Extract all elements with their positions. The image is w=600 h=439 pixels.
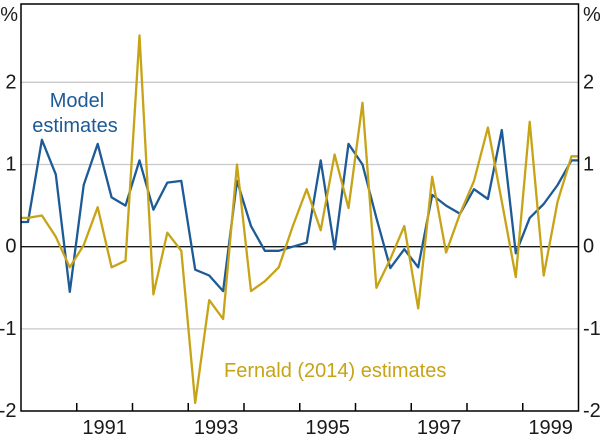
y-axis-label-right: -1 (583, 318, 600, 340)
axis-layer (20, 3, 580, 412)
model-estimates-label-line2: estimates (32, 115, 118, 137)
y-axis-label-left: 0 (5, 236, 16, 258)
y-axis-label-right: -2 (583, 400, 600, 422)
fernald-series-line (21, 34, 579, 405)
x-axis-label: 1993 (194, 417, 239, 439)
x-axis-label: 1999 (528, 417, 573, 439)
unit-label-top-right: % (583, 4, 600, 26)
y-axis-label-left: -2 (0, 400, 17, 422)
model-estimates-label-line1: Model (50, 90, 104, 112)
series-layer (21, 34, 579, 405)
fernald-estimates-label: Fernald (2014) estimates (224, 360, 446, 382)
y-axis-label-right: 0 (583, 236, 594, 258)
y-axis-label-right: 1 (583, 154, 594, 176)
y-axis-label-right: 2 (583, 71, 594, 93)
tick-label-layer: 1991 1993 1995 1997 1999 2 2 1 1 0 0 -1 -1 -2 -2 (0, 71, 600, 439)
x-axis-label: 1995 (305, 417, 350, 439)
grid-layer (21, 81, 579, 330)
y-axis-label-left: 2 (5, 71, 16, 93)
model-series-line (21, 128, 579, 294)
x-axis-label: 1997 (417, 417, 462, 439)
y-axis-label-left: 1 (5, 154, 16, 176)
y-axis-label-left: -1 (0, 318, 17, 340)
unit-label-top-left: % (0, 4, 18, 26)
annotation-layer: % % Model estimates Fernald (2014) estim… (0, 4, 600, 382)
x-axis-label: 1991 (82, 417, 127, 439)
